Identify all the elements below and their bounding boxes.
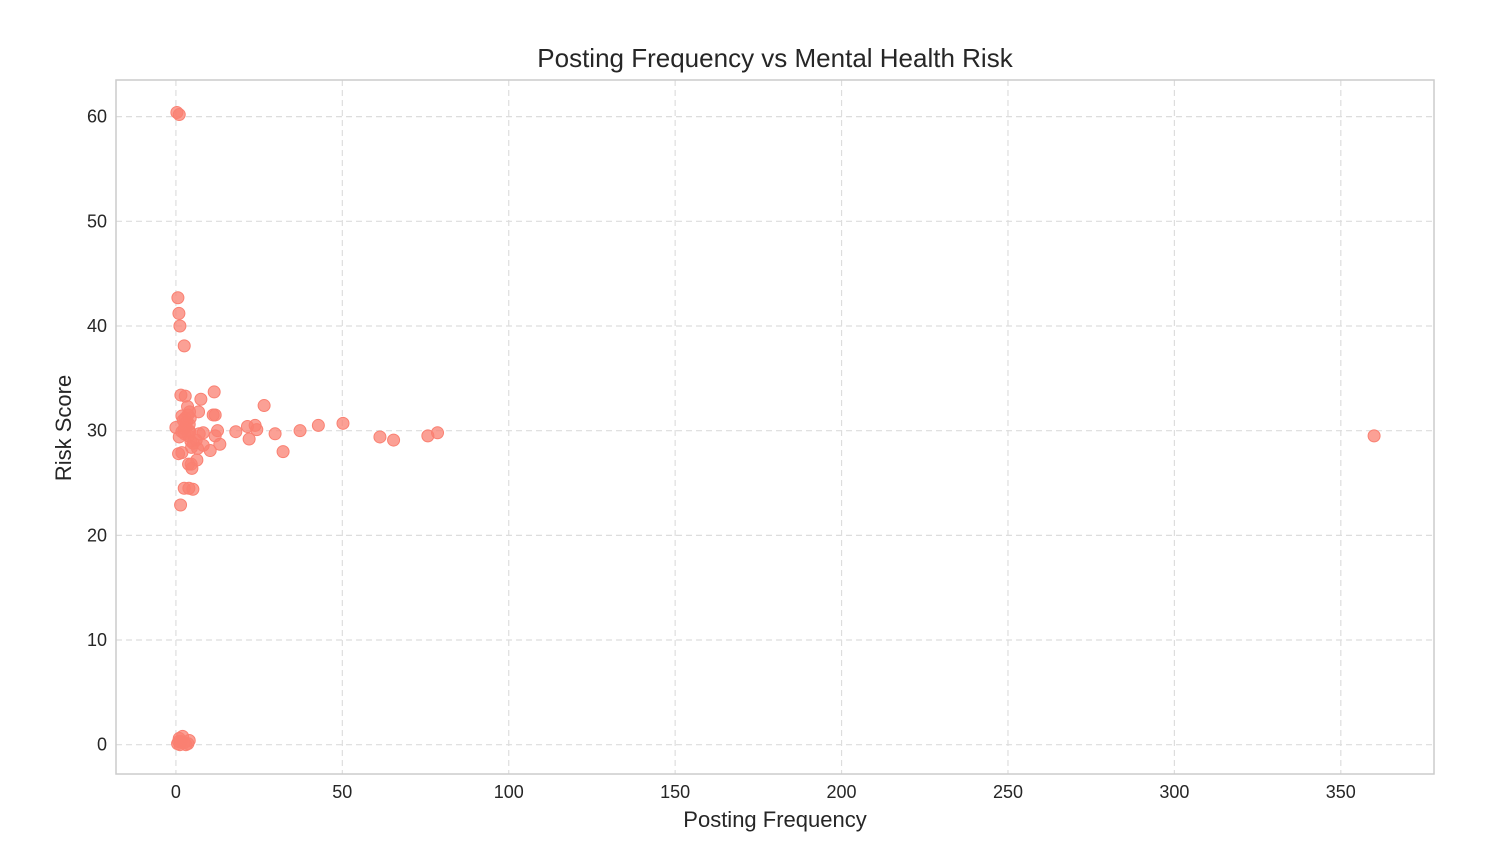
y-tick-label: 50 (87, 211, 107, 231)
y-tick-label: 0 (97, 735, 107, 755)
data-point (171, 291, 185, 305)
y-tick-label: 40 (87, 316, 107, 336)
data-point (203, 444, 217, 458)
data-point (336, 416, 350, 430)
x-tick-label: 250 (993, 782, 1023, 802)
y-axis-label: Risk Score (51, 375, 76, 481)
data-point (172, 306, 186, 320)
data-point (178, 389, 192, 403)
y-tick-label: 30 (87, 421, 107, 441)
y-tick-label: 10 (87, 630, 107, 650)
data-point (172, 735, 186, 749)
data-point (175, 446, 189, 460)
data-point (208, 408, 222, 422)
x-tick-label: 100 (494, 782, 524, 802)
data-point (1367, 429, 1381, 443)
data-point (194, 392, 208, 406)
plot-frame (115, 79, 1435, 775)
points-layer (169, 105, 1381, 752)
y-tick-label: 20 (87, 525, 107, 545)
data-point (172, 108, 186, 122)
data-point (431, 426, 445, 440)
data-point (268, 427, 282, 441)
chart-title: Posting Frequency vs Mental Health Risk (537, 43, 1013, 73)
data-point (242, 432, 256, 446)
data-point (250, 423, 264, 437)
x-tick-label: 350 (1326, 782, 1356, 802)
x-tick-label: 300 (1159, 782, 1189, 802)
x-tick-label: 0 (171, 782, 181, 802)
data-point (373, 430, 387, 444)
data-point (192, 405, 206, 419)
data-point (186, 482, 200, 496)
y-tick-label: 60 (87, 107, 107, 127)
data-point (257, 399, 271, 413)
data-point (173, 319, 187, 333)
data-point (311, 418, 325, 432)
ticks-layer: 0 50 100 150 200 250 300 350 0 10 20 30 40 50 60 (87, 107, 1356, 802)
grid-layer (116, 80, 1434, 774)
x-tick-label: 50 (332, 782, 352, 802)
data-point (293, 424, 307, 438)
data-point (177, 339, 191, 353)
x-axis-label: Posting Frequency (683, 807, 866, 832)
data-point (184, 457, 198, 471)
data-point (387, 433, 401, 447)
data-point (276, 445, 290, 459)
data-point (229, 425, 243, 439)
x-tick-label: 200 (827, 782, 857, 802)
data-point (213, 437, 227, 451)
data-point (207, 385, 221, 399)
data-point (174, 498, 188, 512)
x-tick-label: 150 (660, 782, 690, 802)
